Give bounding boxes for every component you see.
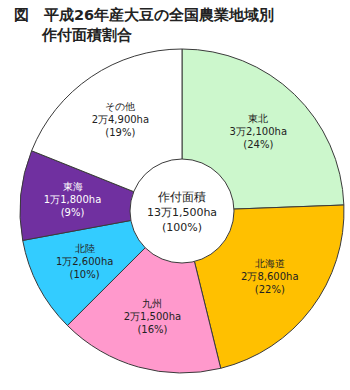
category-label: その他 [105,101,135,112]
category-label: 北陸 [75,243,95,254]
data-label: (16%) [137,324,167,335]
data-label: (19%) [105,127,135,138]
center-text: (100%) [162,221,202,234]
data-label: 2万8,600ha [241,271,298,282]
data-label: 2万1,500ha [124,311,181,322]
category-label: 東北 [248,113,268,124]
data-label: 1万2,600ha [56,256,113,267]
data-label: 3万2,100ha [230,126,287,137]
title: 図 平成26年産大豆の全国農業地域別作付面積割合 [14,6,274,43]
center-text: 13万1,500ha [147,206,217,219]
title-line: 作付面積割合 [41,27,132,43]
chart: 図 平成26年産大豆の全国農業地域別作付面積割合作付面積 13万1,500ha (1… [0,0,350,390]
data-label: (24%) [243,139,273,150]
center-text: 作付面積 [157,190,206,204]
category-label: 東海 [63,181,83,192]
category-label: 北海道 [255,258,285,269]
data-label: 1万1,800ha [44,194,101,205]
data-label: (10%) [70,269,100,280]
slice-labels: 東北 3万2,100ha (24%) 北海道 2万8,600ha (22%) 九州 2万1,5… [44,101,299,335]
data-label: 2万4,900ha [92,114,149,125]
category-label: 九州 [142,298,162,309]
data-label: (9%) [61,207,85,218]
center-circle [130,159,234,263]
pie: 作付面積 13万1,500ha (100%) 東北 3万2,100ha (24%) 北海道 2… [20,49,344,373]
title-line: 図 平成26年産大豆の全国農業地域別 [14,6,274,23]
data-label: (22%) [255,284,285,295]
